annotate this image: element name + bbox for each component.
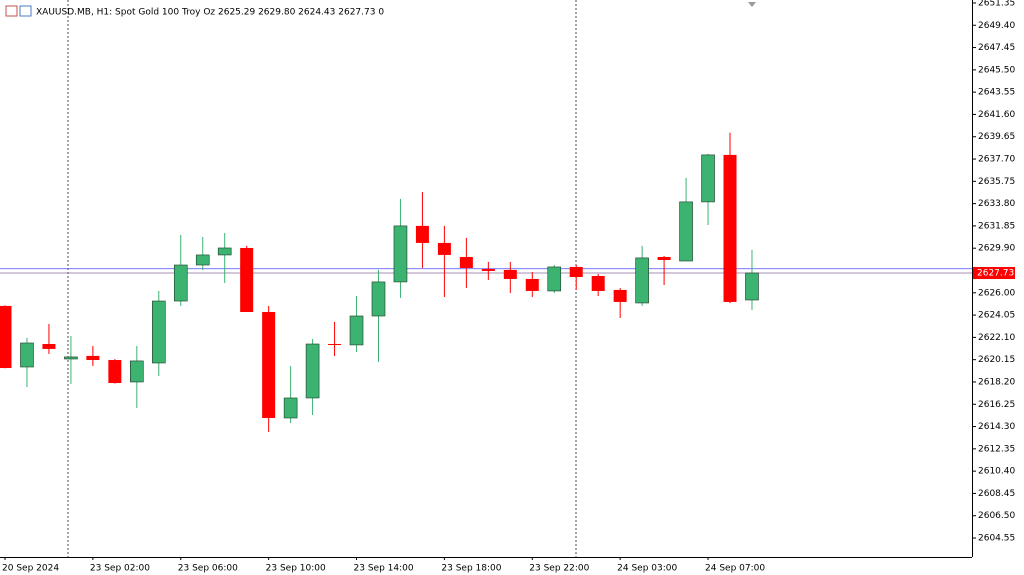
candle-body [657,257,671,260]
candle-body [591,275,605,291]
candle-body [42,344,56,349]
candle-body [283,397,298,419]
y-tick-label: 2620.15 [978,355,1015,365]
x-tick-label: 23 Sep 14:00 [354,564,414,574]
candle-body [415,225,429,243]
candle-body [328,344,342,346]
x-tick-label: 24 Sep 07:00 [705,564,765,574]
last-price-box [973,267,1015,280]
candle-body [481,269,495,271]
y-tick-label: 2641.60 [978,110,1015,120]
y-tick-label: 2639.65 [978,132,1015,142]
candle-body [525,278,539,291]
candle-body [371,281,386,317]
chart-icon [19,5,32,17]
shift-marker [748,2,756,7]
candle-body [262,311,276,418]
y-tick-label: 2631.85 [978,221,1015,231]
y-tick-label: 2606.50 [978,511,1015,521]
x-tick-label: 23 Sep 18:00 [441,564,501,574]
candle-body [679,201,693,262]
candle-body [437,242,451,255]
candle-body [459,257,473,268]
candle-body [701,154,715,203]
candle-body [130,360,144,383]
y-tick-label: 2604.55 [978,534,1015,544]
x-tick-label: 20 Sep 2024 [2,564,59,574]
candle-body [393,225,408,283]
y-tick-label: 2629.90 [978,244,1015,254]
candle-body [86,355,100,361]
y-tick-label: 2614.30 [978,422,1015,432]
y-tick-label: 2637.70 [978,155,1015,165]
y-tick-label: 2635.75 [978,177,1015,187]
y-tick-label: 2647.45 [978,43,1015,53]
y-tick-label: 2651.35 [978,0,1015,8]
y-tick-label: 2626.00 [978,288,1015,298]
candle-body [173,264,188,302]
candle-body [635,257,649,304]
y-tick-label: 2616.25 [978,400,1015,410]
y-tick-label: 2633.80 [978,199,1015,209]
y-tick-label: 2608.45 [978,489,1015,499]
candle-body [547,266,562,292]
candle-body [195,254,210,266]
candle-body [569,266,583,278]
candle-body [305,343,320,399]
x-tick-label: 23 Sep 02:00 [90,564,150,574]
y-tick-label: 2645.50 [978,65,1015,75]
candle-body [151,300,166,364]
x-tick-label: 23 Sep 06:00 [178,564,238,574]
chart-title: XAUUSD.MB, H1: Spot Gold 100 Troy Oz 262… [36,8,384,18]
candle-body [349,315,364,346]
y-tick-label: 2618.20 [978,377,1015,387]
chart-icon [5,5,18,17]
x-tick-label: 23 Sep 10:00 [266,564,326,574]
candle-body [745,272,759,301]
candle-body [64,356,78,360]
candle-body [108,360,122,383]
y-tick-label: 2624.05 [978,311,1015,321]
candle-body [723,154,737,302]
x-tick-label: 23 Sep 22:00 [529,564,589,574]
last-price-label: 2627.73 [977,269,1014,279]
y-tick-label: 2643.55 [978,88,1015,98]
y-tick-label: 2649.40 [978,21,1015,31]
candle-body [503,269,517,279]
candle-body [0,305,12,369]
candle-body [613,289,627,302]
candle-body [240,247,254,312]
y-tick-label: 2622.10 [978,333,1015,343]
y-tick-label: 2612.35 [978,444,1015,454]
y-tick-label: 2610.40 [978,467,1015,477]
candle-body [20,342,34,368]
candle-body [217,247,232,256]
x-tick-label: 24 Sep 03:00 [617,564,677,574]
